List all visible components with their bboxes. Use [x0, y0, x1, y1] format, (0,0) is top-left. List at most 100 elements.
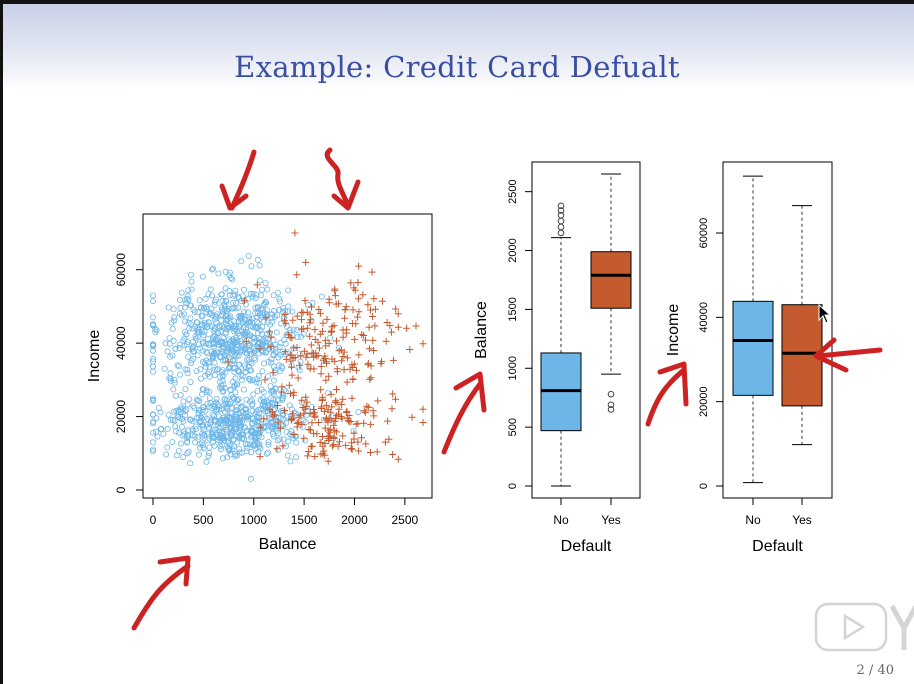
scatter-point-no	[262, 408, 269, 415]
scatter-point-no	[169, 352, 176, 359]
scatter-point-no	[206, 444, 213, 451]
scatter-point-yes	[242, 337, 250, 345]
scatter-point-no	[206, 395, 213, 402]
scatter-point-yes	[321, 352, 329, 360]
scatter-point-no	[265, 418, 272, 425]
scatter-point-no	[214, 330, 221, 337]
scatter-point-yes	[316, 439, 324, 446]
scatter-point-no	[286, 402, 293, 409]
scatter-point-no	[231, 369, 238, 376]
scatter-point-no	[184, 431, 191, 438]
scatter-point-no	[223, 434, 230, 441]
scatter-point-no	[149, 368, 156, 375]
scatter-point-no	[185, 296, 192, 303]
scatter-point-no	[160, 430, 167, 437]
scatter-point-no	[236, 368, 243, 375]
scatter-point-no	[259, 368, 266, 375]
scatter-point-yes	[307, 341, 315, 349]
scatter-point-no	[245, 252, 252, 259]
scatter-point-no	[238, 258, 245, 265]
scatter-point-no	[273, 329, 280, 336]
scatter-point-no	[282, 340, 289, 347]
scatter-point-no	[280, 416, 287, 423]
scatter-point-no	[167, 370, 174, 377]
scatter-point-no	[222, 329, 229, 336]
window-frame-top	[0, 0, 914, 4]
y-tick-label: 500	[507, 418, 519, 436]
scatter-point-no	[249, 293, 256, 300]
scatter-point-yes	[325, 299, 333, 307]
scatter-point-no	[200, 445, 207, 452]
scatter-point-no	[233, 349, 240, 356]
scatter-point-no	[236, 418, 243, 425]
scatter-point-yes	[339, 353, 347, 360]
scatter-point-no	[153, 415, 160, 422]
scatter-point-yes	[279, 442, 287, 450]
scatter-point-yes	[379, 297, 386, 305]
scatter-point-yes	[341, 306, 349, 314]
scatter-point-no	[248, 449, 255, 456]
x-tick-label: Yes	[601, 513, 621, 527]
scatter-point-no	[250, 391, 257, 398]
scatter-point-yes	[300, 410, 308, 418]
scatter-point-no	[223, 396, 230, 403]
scatter-point-yes	[371, 305, 379, 313]
scatter-point-yes	[364, 361, 372, 369]
scatter-point-yes	[310, 410, 318, 418]
scatter-point-no	[253, 430, 260, 437]
scatter-point-no	[254, 256, 261, 263]
scatter-point-no	[252, 295, 259, 302]
boxplot-balance-by-default: 0 500 1000 1500 2000 2500 No Yes Default Balance	[473, 161, 641, 555]
scatter-point-no	[211, 349, 218, 356]
scatter-point-yes	[385, 435, 393, 443]
scatter-point-yes	[335, 300, 343, 308]
scatter-point-no	[171, 314, 178, 321]
scatter-point-no	[274, 446, 281, 453]
scatter-point-no	[230, 357, 237, 364]
scatter-point-no	[259, 330, 266, 337]
scatter-point-no	[211, 427, 218, 434]
scatter-point-no	[202, 295, 209, 302]
scatter-point-no	[232, 364, 239, 371]
scatter-point-yes	[358, 331, 366, 339]
box-yes	[590, 251, 632, 309]
scatter-point-no	[293, 439, 300, 446]
scatter-point-yes	[370, 412, 378, 420]
scatter-point-no	[207, 421, 214, 428]
scatter-point-yes	[287, 390, 294, 398]
scatter-point-no	[219, 297, 226, 304]
scatter-point-no	[204, 350, 211, 357]
scatter-point-no	[149, 343, 156, 350]
annotation-arrow-to-yes-box	[815, 347, 883, 359]
scatter-point-no	[149, 314, 156, 321]
scatter-point-no	[195, 451, 202, 458]
scatter-point-no	[213, 399, 220, 406]
scatter-point-no	[230, 336, 237, 343]
scatter-point-no	[265, 441, 272, 448]
scatter-point-no	[235, 410, 242, 417]
scatter-point-no	[231, 421, 238, 428]
scatter-point-no	[217, 338, 224, 345]
scatter-point-no	[184, 435, 191, 442]
scatter-point-yes	[306, 319, 314, 327]
scatter-point-no	[205, 341, 212, 348]
scatter-point-yes	[352, 320, 360, 328]
scatter-point-yes	[319, 442, 327, 450]
scatter-point-no	[239, 312, 246, 319]
scatter-point-no	[181, 335, 188, 342]
scatter-point-no	[175, 408, 182, 415]
outlier-point	[557, 207, 565, 214]
scatter-point-no	[189, 432, 196, 439]
scatter-point-yes	[224, 358, 232, 366]
scatter-point-yes	[419, 419, 427, 426]
scatter-point-no	[171, 417, 178, 424]
scatter-point-no	[219, 348, 226, 355]
scatter-point-no	[224, 445, 231, 452]
scatter-point-no	[185, 448, 192, 455]
x-tick-label: 1000	[240, 513, 267, 527]
scatter-point-no	[177, 414, 184, 421]
scatter-point-no	[189, 427, 196, 434]
scatter-point-no	[270, 377, 277, 384]
scatter-point-no	[355, 408, 362, 415]
scatter-point-yes	[316, 344, 323, 352]
